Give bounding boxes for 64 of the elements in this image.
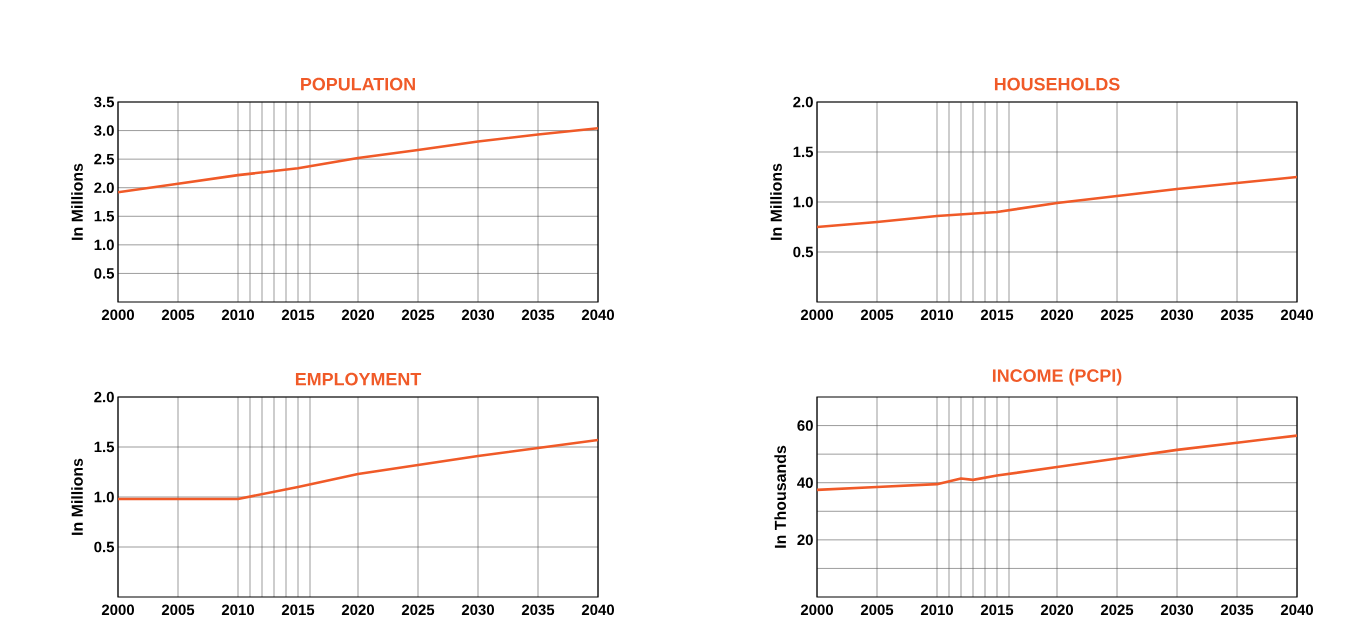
x-tick-label: 2020 xyxy=(341,309,374,321)
y-tick-label: 60 xyxy=(797,420,813,431)
y-tick-label: 40 xyxy=(797,477,813,488)
x-tick-label: 2035 xyxy=(1220,309,1254,321)
x-tick-label: 2030 xyxy=(461,309,494,321)
x-tick-label: 2015 xyxy=(281,309,315,321)
x-tick-label: 2035 xyxy=(521,604,555,616)
y-axis-title: In Millions xyxy=(71,458,83,535)
x-tick-label: 2015 xyxy=(281,604,315,616)
x-tick-label: 2020 xyxy=(341,604,374,616)
y-tick-label: 1.0 xyxy=(94,491,114,503)
y-axis-title: In Thousands xyxy=(774,445,787,548)
chart-title: EMPLOYMENT xyxy=(295,372,422,386)
y-tick-label: 0.5 xyxy=(94,268,115,279)
x-tick-label: 2025 xyxy=(1100,604,1134,616)
x-tick-label: 2010 xyxy=(221,309,254,321)
x-tick-label: 2040 xyxy=(581,309,614,321)
x-tick-label: 2005 xyxy=(860,309,894,321)
x-tick-label: 2015 xyxy=(980,309,1014,321)
line-series xyxy=(118,126,599,194)
x-tick-label: 2020 xyxy=(1040,604,1074,616)
x-tick-label: 2030 xyxy=(1160,604,1194,616)
x-tick-label: 2035 xyxy=(521,309,555,321)
x-tick-label: 2000 xyxy=(800,309,833,321)
x-tick-label: 2010 xyxy=(920,604,953,616)
x-tick-label: 2030 xyxy=(461,604,494,616)
y-tick-label: 1.5 xyxy=(94,211,115,222)
x-tick-label: 2040 xyxy=(1280,604,1314,616)
line-series xyxy=(817,434,1298,492)
y-tick-label: 20 xyxy=(797,534,813,546)
x-tick-label: 2000 xyxy=(101,309,134,321)
x-tick-label: 2035 xyxy=(1220,604,1254,616)
y-tick-label: 0.5 xyxy=(94,541,115,553)
x-tick-label: 2040 xyxy=(1280,309,1314,321)
y-tick-label: 1.0 xyxy=(94,239,114,251)
x-tick-label: 2015 xyxy=(980,604,1014,616)
y-tick-label: 2.0 xyxy=(94,391,114,403)
x-tick-label: 2000 xyxy=(800,604,833,616)
x-tick-label: 2025 xyxy=(1100,309,1134,321)
x-tick-label: 2010 xyxy=(221,604,254,616)
x-tick-label: 2000 xyxy=(101,604,134,616)
x-tick-label: 2005 xyxy=(161,309,195,321)
y-axis-title: In Millions xyxy=(770,163,782,240)
chart-title: INCOME (PCPI) xyxy=(992,368,1122,386)
y-tick-label: 2.0 xyxy=(793,96,813,108)
x-tick-label: 2030 xyxy=(1160,309,1194,321)
x-tick-label: 2005 xyxy=(860,604,894,616)
y-tick-label: 1.0 xyxy=(793,196,813,208)
y-tick-label: 2.5 xyxy=(94,153,115,165)
y-tick-label: 0.5 xyxy=(793,246,814,258)
x-tick-label: 2040 xyxy=(581,604,614,616)
y-tick-label: 3.0 xyxy=(94,125,114,136)
y-tick-label: 1.5 xyxy=(94,441,115,453)
chart-title: POPULATION xyxy=(301,77,415,91)
x-tick-label: 2010 xyxy=(920,309,953,321)
x-tick-label: 2025 xyxy=(401,309,435,321)
x-tick-label: 2005 xyxy=(161,604,195,616)
y-tick-label: 1.5 xyxy=(793,146,814,158)
y-tick-label: 2.0 xyxy=(94,182,114,193)
y-axis-title: In Millions xyxy=(71,163,83,240)
x-tick-label: 2020 xyxy=(1040,309,1074,321)
x-tick-label: 2025 xyxy=(401,604,435,616)
chart-title: HOUSEHOLDS xyxy=(994,77,1120,91)
y-tick-label: 3.5 xyxy=(94,96,115,108)
